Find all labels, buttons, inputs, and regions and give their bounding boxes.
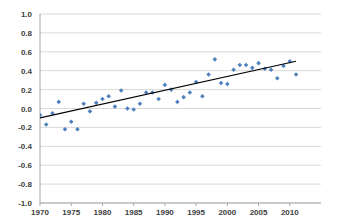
scatter-point <box>256 61 261 66</box>
x-tick <box>289 203 290 206</box>
x-tick-label: 2010 <box>281 208 299 217</box>
y-tick-label: 0.4 <box>21 67 33 76</box>
scatter-point <box>131 107 136 112</box>
scatter-point <box>163 83 168 88</box>
scatter-point <box>175 100 180 105</box>
scatter-point <box>238 63 243 68</box>
grid-line <box>40 146 321 147</box>
x-tick-label: 1985 <box>125 208 143 217</box>
grid-line <box>40 89 321 90</box>
grid-line <box>40 32 321 33</box>
scatter-point <box>81 101 86 106</box>
scatter-point <box>69 119 74 124</box>
scatter-point <box>269 67 274 72</box>
y-tick-label: -0.2 <box>18 123 32 132</box>
scatter-point <box>113 104 118 109</box>
trend-line <box>40 61 296 118</box>
x-tick <box>196 203 197 206</box>
plot-area <box>40 57 298 132</box>
y-tick-label: -0.8 <box>18 180 32 189</box>
y-tick-label: -1.0 <box>18 199 32 208</box>
x-tick <box>258 203 259 206</box>
scatter-point <box>181 95 186 100</box>
x-tick <box>227 203 228 206</box>
scatter-point <box>63 127 68 132</box>
scatter-point <box>213 57 218 62</box>
x-tick-label: 1990 <box>156 208 174 217</box>
y-axis <box>40 14 41 203</box>
scatter-point <box>244 63 249 68</box>
scatter-point <box>275 76 280 81</box>
scatter-point <box>294 72 299 77</box>
scatter-point <box>156 97 161 102</box>
x-tick-label: 1980 <box>94 208 112 217</box>
x-tick-label: 2005 <box>250 208 268 217</box>
grid-line <box>40 70 321 71</box>
x-tick-label: 1975 <box>62 208 80 217</box>
scatter-point <box>119 88 124 93</box>
y-tick-label: 0.0 <box>21 105 33 114</box>
y-tick-label: 0.8 <box>21 29 33 38</box>
x-tick-label: 1970 <box>31 208 49 217</box>
x-axis <box>40 203 321 204</box>
grid-line <box>40 203 321 204</box>
grid-line <box>40 184 321 185</box>
scatter-point <box>188 90 193 95</box>
scatter-point <box>40 113 42 118</box>
grid-line <box>40 127 321 128</box>
x-tick <box>40 203 41 206</box>
scatter-point <box>94 101 99 106</box>
scatter-point <box>88 109 93 114</box>
grid-line <box>40 14 321 15</box>
x-tick <box>71 203 72 206</box>
scatter-point <box>106 94 111 99</box>
grid-line <box>40 165 321 166</box>
scatter-point <box>125 106 130 111</box>
scatter-point <box>56 100 61 105</box>
x-tick-label: 2000 <box>218 208 236 217</box>
x-tick <box>164 203 165 206</box>
scatter-point <box>138 101 143 106</box>
y-tick-label: 1.0 <box>21 10 33 19</box>
scatter-point <box>225 82 230 87</box>
y-tick-label: 0.2 <box>21 86 33 95</box>
scatter-point <box>44 122 49 127</box>
scatter-point <box>100 97 105 102</box>
scatter-point <box>250 66 255 71</box>
x-tick <box>102 203 103 206</box>
x-tick <box>133 203 134 206</box>
y-tick-label: -0.4 <box>18 142 32 151</box>
x-tick-label: 1995 <box>187 208 205 217</box>
y-tick-label: 0.6 <box>21 48 33 57</box>
scatter-point <box>200 94 205 99</box>
scatter-point <box>219 81 224 86</box>
y-tick-label: -0.6 <box>18 161 32 170</box>
chart: -1.0 -0.8 -0.6 -0.4 -0.2 0.0 0.2 0.4 0.6 0.8 1.0 19… <box>0 0 350 221</box>
scatter-point <box>206 72 211 77</box>
scatter-point <box>231 67 236 72</box>
scatter-point <box>75 127 80 132</box>
grid-line <box>40 51 321 52</box>
